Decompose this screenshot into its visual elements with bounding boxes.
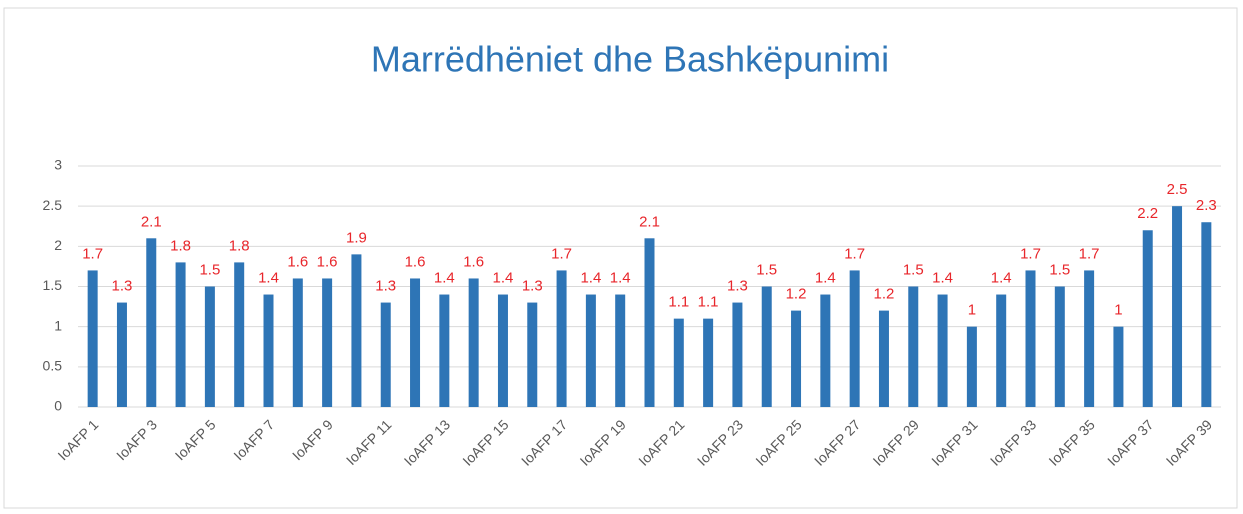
bar [937, 294, 948, 407]
data-label: 1.4 [991, 270, 1012, 287]
data-label: 1.5 [1049, 261, 1070, 278]
y-tick-label: 3 [54, 157, 62, 173]
bar [204, 286, 215, 407]
data-label: 2.1 [141, 213, 162, 230]
data-label: 1.5 [756, 261, 777, 278]
y-tick-label: 0.5 [43, 358, 63, 374]
bar [410, 278, 421, 407]
bar [146, 238, 157, 407]
data-label: 1.3 [112, 278, 133, 295]
bar [351, 254, 362, 407]
bar [791, 310, 802, 407]
bar [1025, 270, 1036, 407]
data-label: 1.6 [317, 253, 338, 270]
data-label: 2.3 [1196, 197, 1217, 214]
data-label: 2.2 [1137, 205, 1158, 222]
bar [966, 326, 977, 407]
y-tick-label: 0 [54, 398, 62, 414]
data-label: 1.8 [170, 237, 191, 254]
data-label: 1.6 [405, 253, 426, 270]
bar [87, 270, 98, 407]
data-label: 1.6 [463, 253, 484, 270]
bar [1172, 206, 1183, 407]
bar [292, 278, 303, 407]
y-tick-label: 1.5 [43, 277, 63, 293]
bar [380, 302, 391, 407]
bar [585, 294, 596, 407]
y-tick-label: 2.5 [43, 197, 63, 213]
bar [908, 286, 919, 407]
bar [820, 294, 831, 407]
bar [1113, 326, 1124, 407]
y-tick-label: 2 [54, 237, 62, 253]
data-label: 1.4 [493, 270, 514, 287]
bar [761, 286, 772, 407]
data-label: 1.4 [258, 270, 279, 287]
bar [1084, 270, 1095, 407]
data-label: 1.3 [727, 278, 748, 295]
bar [468, 278, 479, 407]
data-label: 1.1 [698, 294, 719, 311]
data-label: 1.7 [1020, 245, 1041, 262]
bar [996, 294, 1007, 407]
data-label: 1.4 [434, 270, 455, 287]
bar [439, 294, 450, 407]
data-label: 1.7 [1079, 245, 1100, 262]
bar [322, 278, 333, 407]
data-label: 1.4 [580, 270, 601, 287]
bar [1142, 230, 1153, 407]
y-tick-label: 1 [54, 317, 62, 333]
data-label: 2.1 [639, 213, 660, 230]
data-label: 1.6 [287, 253, 308, 270]
bar [1201, 222, 1212, 407]
bar [497, 294, 508, 407]
chart-title: Marrëdhëniet dhe Bashkëpunimi [371, 39, 889, 80]
data-label: 1.5 [903, 261, 924, 278]
data-label: 1.5 [199, 261, 220, 278]
bar [644, 238, 655, 407]
bar [615, 294, 626, 407]
data-label: 1.4 [815, 270, 836, 287]
chart-border [3, 7, 1238, 509]
bar [703, 318, 714, 407]
data-label: 1 [1114, 302, 1122, 319]
data-label: 1.4 [932, 270, 953, 287]
data-label: 1.3 [522, 278, 543, 295]
bar [175, 262, 186, 407]
data-label: 1.2 [786, 286, 807, 303]
bar [234, 262, 245, 407]
data-label: 1.7 [551, 245, 572, 262]
data-label: 1.4 [610, 270, 631, 287]
data-label: 1 [968, 302, 976, 319]
data-label: 1.1 [668, 294, 689, 311]
bar [878, 310, 889, 407]
bar [116, 302, 127, 407]
data-label: 1.8 [229, 237, 250, 254]
bar [527, 302, 538, 407]
data-label: 2.5 [1167, 181, 1188, 198]
data-label: 1.9 [346, 229, 367, 246]
bar [1054, 286, 1065, 407]
data-label: 1.7 [844, 245, 865, 262]
bar [849, 270, 860, 407]
data-label: 1.7 [82, 245, 103, 262]
bar [263, 294, 274, 407]
bar [556, 270, 567, 407]
bar [732, 302, 743, 407]
data-label: 1.2 [874, 286, 895, 303]
data-label: 1.3 [375, 278, 396, 295]
bar [673, 318, 684, 407]
